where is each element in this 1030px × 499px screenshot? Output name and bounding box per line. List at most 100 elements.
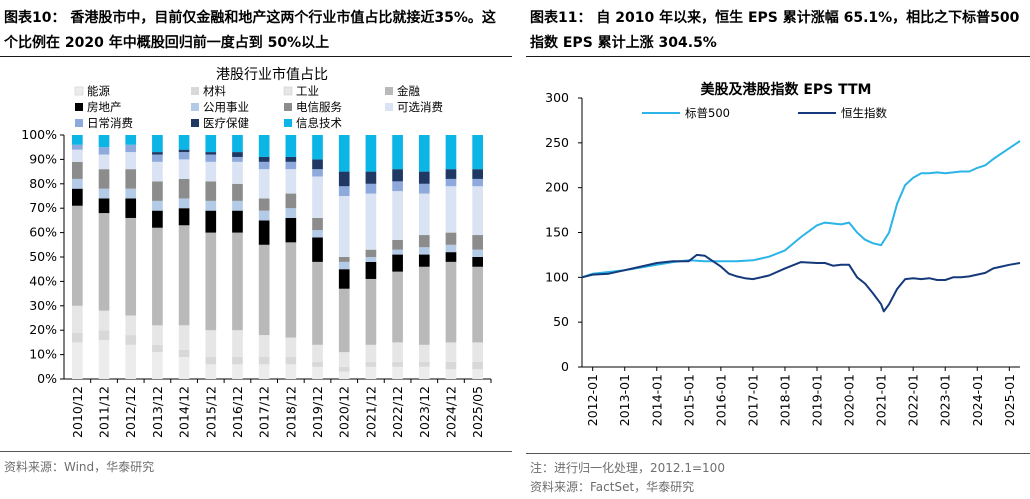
bar-segment [418,171,430,184]
bar-segment [312,366,323,379]
bar-segment [312,169,323,177]
x-tick-label: 2013/12 [150,386,165,438]
bar-segment [152,181,163,201]
bar-segment [72,178,83,189]
bar-segment [72,144,83,150]
left-source: 资料来源：Wind，华泰研究 [4,460,155,474]
series-line-1 [581,253,1021,313]
bar-segment [472,178,483,187]
x-tick-label: 2020-01 [842,374,857,426]
bar-segment [258,357,270,365]
bar-segment [418,247,430,255]
y-tick-label: 150 [545,225,569,240]
bar-segment [445,178,457,187]
bar-segment [178,159,190,179]
bar-segment [418,183,430,194]
legend-label-1: 恒生指数 [841,106,887,120]
bar-segment [258,210,270,221]
bar-segment [338,257,350,262]
bar-segment [178,357,190,379]
legend-swatch-7 [385,103,393,111]
x-tick-label: 2015-01 [681,374,696,426]
y-tick-label: 200 [545,180,569,195]
bar-segment [392,191,403,240]
left-bottom-rule [0,451,512,452]
bar-segment [392,239,403,250]
x-tick-label: 2024/12 [443,386,458,438]
series-line-0 [581,140,1021,279]
bar-segment [338,196,350,257]
bar-segment [472,135,483,170]
left-figure-panel: 图表10： 香港股市中，目前仅金融和地产这两个行业市值占比就接近35%。这个比例… [0,0,512,499]
bar-segment [418,135,430,172]
bar-segment [232,357,243,365]
y-tick-label: 70% [29,200,57,215]
bar-segment [72,205,83,306]
bar-segment [285,135,297,157]
legend-swatch-0 [74,86,84,96]
bar-segment [472,257,483,267]
bar-segment [338,288,350,353]
bar-segment [72,305,83,333]
bar-segment [178,225,190,326]
x-tick-label: 2019/12 [310,386,325,438]
bar-segment [472,369,483,379]
bar-segment [392,181,403,192]
bar-segment [312,361,323,367]
bar-segment [152,227,163,326]
x-tick-label: 2019-01 [810,374,825,426]
bar-segment [392,254,403,272]
y-tick-label: 50 [553,314,569,329]
bar-segment [125,135,137,145]
bar-segment [312,135,323,160]
bar-segment [205,161,217,182]
bar-segment [338,371,350,379]
y-tick-label: 0% [37,371,57,386]
bar-segment [365,278,377,345]
x-tick-label: 2023/12 [417,386,432,438]
bar-segment [338,352,350,367]
bar-segment [232,232,243,331]
x-tick-label: 2024-01 [970,374,985,426]
bar-segment [285,364,297,379]
bar-segment [178,198,190,209]
bar-segment [472,266,483,343]
x-tick-label: 2022-01 [906,374,921,426]
bar-segment [72,342,83,379]
bar-segment [72,149,83,162]
bar-segment [98,154,110,170]
bar-segment [338,171,350,187]
bar-segment [205,200,217,211]
x-tick-label: 2014/12 [177,386,192,438]
bar-segment [258,156,270,162]
line-chart-legend: 标普500 恒生指数 [642,106,887,120]
y-tick-label: 250 [545,135,569,150]
y-tick-label: 80% [29,176,57,191]
bar-segment [232,156,243,162]
bar-segment [392,366,403,379]
legend-label-8: 日常消费 [87,116,133,130]
bar-segment [445,244,457,253]
bar-segment [472,235,483,250]
legend-label-0: 标普500 [685,106,730,120]
bar-chart-bars [72,135,483,379]
bar-segment [312,230,323,238]
y-tick-label: 0 [561,359,569,374]
x-tick-label: 2015/12 [203,386,218,438]
bar-chart-title: 港股行业市值占比 [216,66,328,83]
x-tick-label: 2014-01 [649,374,664,426]
legend-swatch-4 [75,103,83,111]
bar-segment [445,361,457,370]
x-tick-label: 2020/12 [337,386,352,438]
right-source: 资料来源：FactSet，华泰研究 [530,480,695,494]
bar-segment [232,364,243,379]
y-tick-label: 300 [545,90,569,105]
bar-segment [72,332,83,343]
bar-segment [365,261,377,279]
bar-segment [445,261,457,343]
bar-segment [232,200,243,211]
bar-segment [418,193,430,236]
y-tick-label: 20% [29,322,57,337]
bar-segment [418,254,430,267]
